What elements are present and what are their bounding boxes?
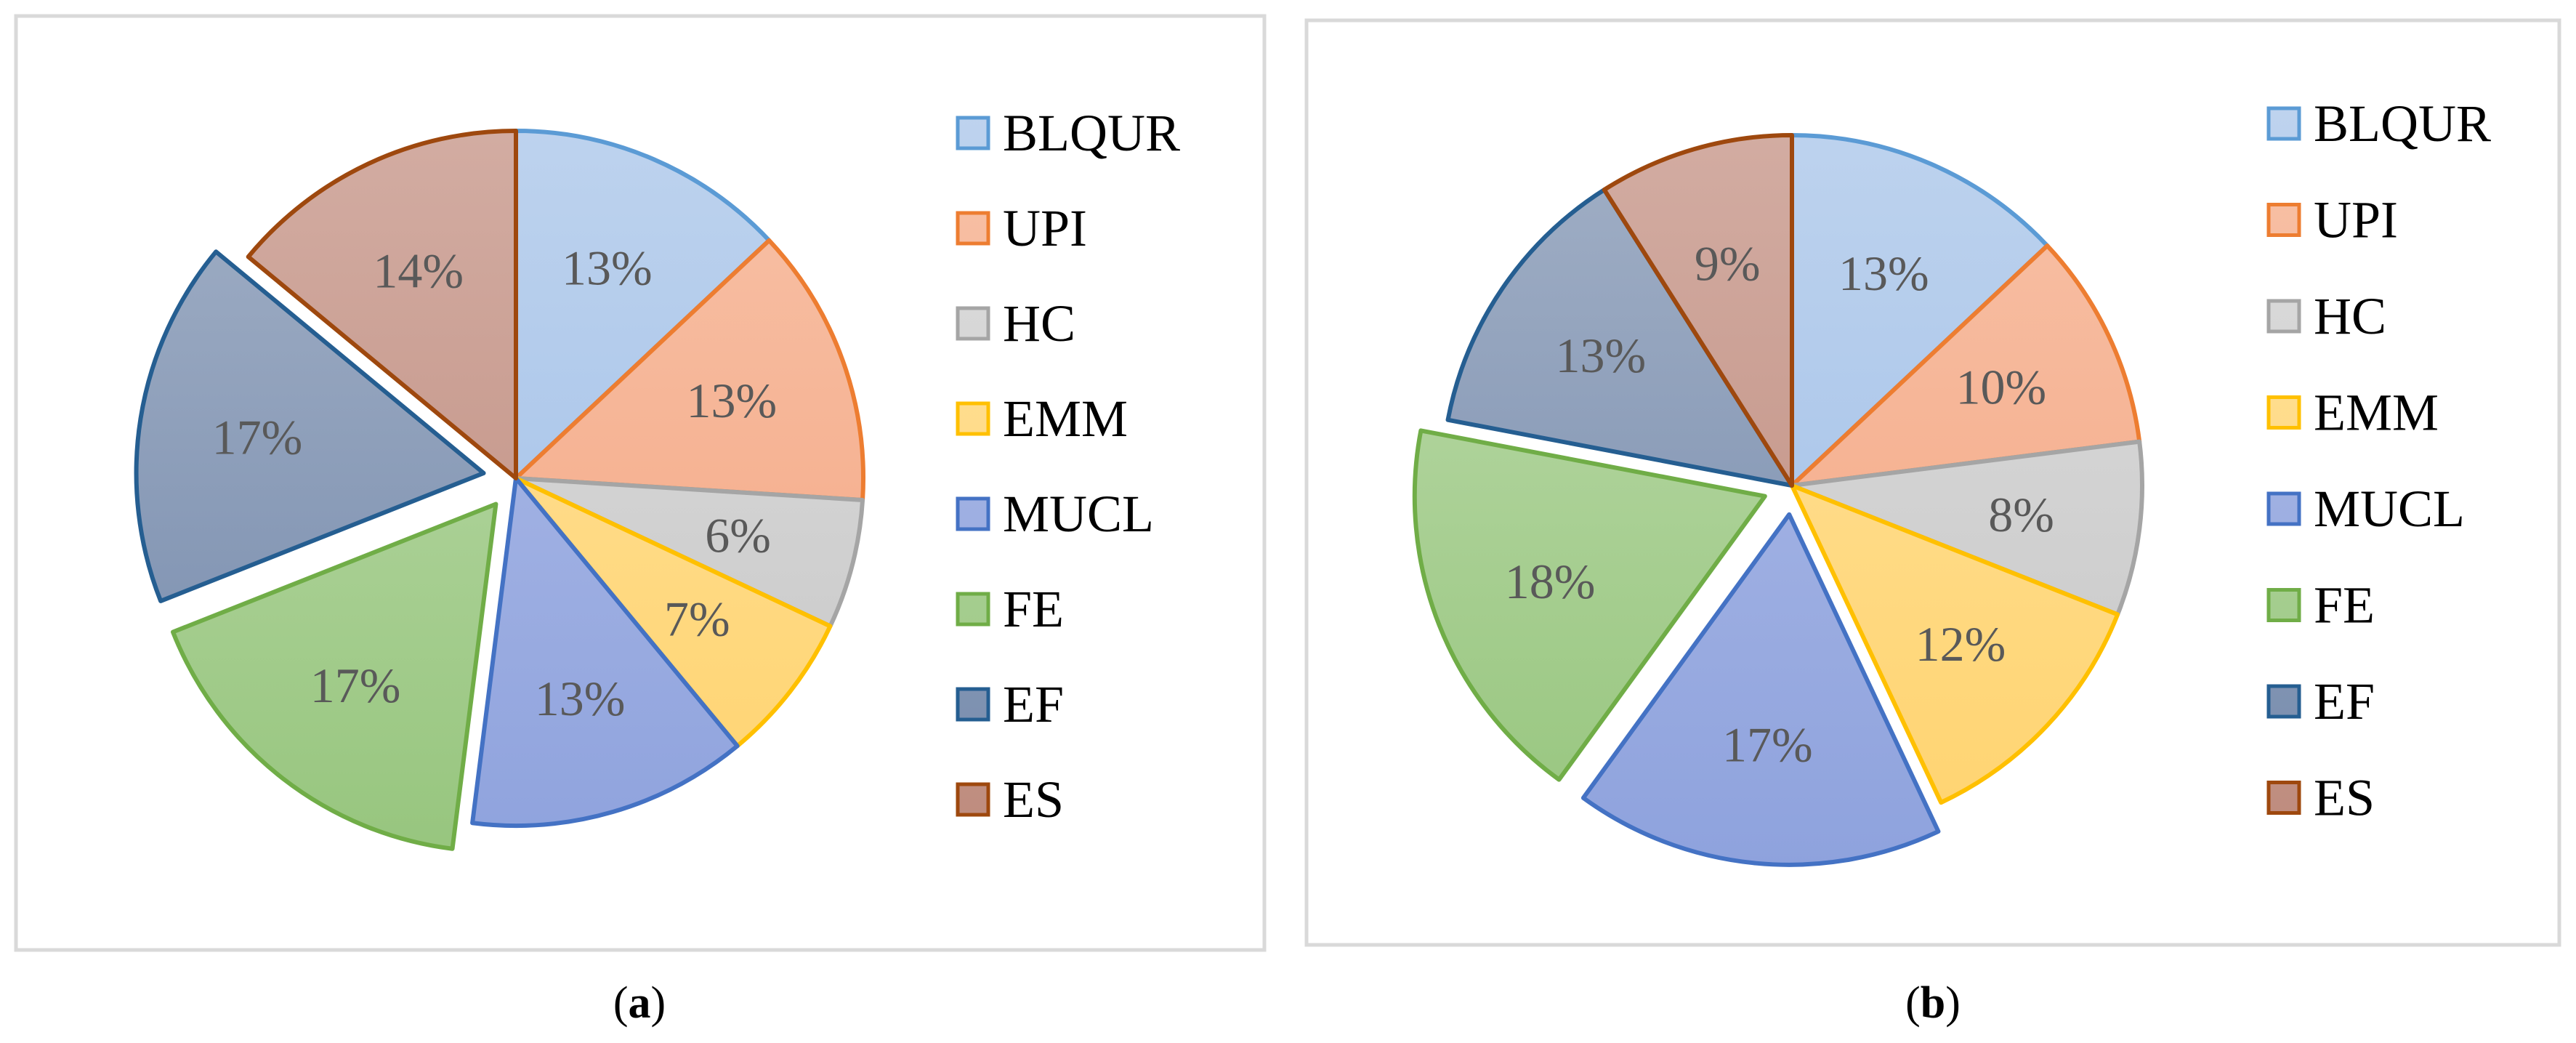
legend-swatch-a-upi: [956, 211, 990, 246]
data-label-a-es: 14%: [373, 243, 464, 299]
data-label-b-ef: 13%: [1556, 328, 1647, 383]
legend-swatch-b-es: [2266, 781, 2301, 815]
caption-a: (a): [613, 978, 666, 1028]
legend-label-b-es: ES: [2314, 769, 2375, 827]
pie-chart-b: 13% 10% 8% 12% 17% 18% 13% 9%: [1412, 133, 2144, 867]
data-label-b-hc: 8%: [1988, 487, 2054, 542]
data-label-a-fe: 17%: [310, 658, 401, 713]
data-label-b-es: 9%: [1695, 236, 1761, 291]
data-label-a-hc: 6%: [705, 507, 771, 563]
pie-slice-a-mucl: [470, 476, 740, 828]
legend-swatch-b-upi: [2266, 203, 2301, 237]
legend-swatch-a-hc: [956, 306, 990, 341]
chart-panel-b: 13% 10% 8% 12% 17% 18% 13% 9% BLQUR UPI HC EMM MUCL…: [1304, 18, 2561, 947]
pie-slice-b-blqur: [1790, 133, 2050, 488]
legend-label-b-emm: EMM: [2314, 384, 2439, 442]
legend-swatch-a-fe: [956, 592, 990, 627]
pie-slice-b-hc: [1790, 439, 2144, 617]
pie-slice-a-fe: [170, 502, 498, 851]
data-label-a-ef: 17%: [212, 410, 303, 465]
legend-label-a-upi: UPI: [1003, 199, 1087, 257]
data-label-b-mucl: 17%: [1722, 717, 1813, 773]
legend-swatch-b-ef: [2266, 684, 2301, 719]
legend-swatch-b-blqur: [2266, 106, 2301, 141]
legend-swatch-b-mucl: [2266, 491, 2301, 526]
data-label-a-blqur: 13%: [562, 240, 653, 295]
data-label-a-mucl: 13%: [535, 671, 626, 726]
pie-slice-b-fe: [1412, 428, 1767, 782]
caption-b: (b): [1905, 978, 1961, 1028]
legend-label-a-blqur: BLQUR: [1003, 104, 1180, 162]
legend-swatch-a-ef: [956, 687, 990, 722]
legend-b: BLQUR UPI HC EMM MUCL FE EF ES: [2266, 94, 2491, 827]
pie-chart-a: 13% 13% 6% 7% 13% 17% 17% 14%: [134, 129, 865, 851]
pie-slice-b-mucl: [1580, 512, 1941, 867]
legend-label-a-hc: HC: [1003, 294, 1075, 353]
legend-swatch-a-mucl: [956, 496, 990, 531]
legend-label-b-ef: EF: [2314, 672, 2375, 730]
legend-label-a-es: ES: [1003, 770, 1064, 829]
pie-slice-a-blqur: [514, 129, 772, 480]
pie-slice-a-emm: [514, 476, 833, 749]
legend-label-a-fe: FE: [1003, 580, 1064, 638]
legend-label-b-blqur: BLQUR: [2314, 94, 2491, 153]
legend-label-a-ef: EF: [1003, 675, 1064, 733]
pie-slice-b-es: [1602, 133, 1794, 488]
data-label-a-emm: 7%: [664, 591, 730, 646]
legend-label-a-emm: EMM: [1003, 390, 1128, 448]
data-label-b-fe: 18%: [1505, 554, 1596, 609]
legend-label-b-hc: HC: [2314, 287, 2386, 345]
legend-label-a-mucl: MUCL: [1003, 485, 1154, 543]
legend-swatch-b-emm: [2266, 395, 2301, 430]
legend-swatch-a-emm: [956, 401, 990, 436]
legend-label-b-upi: UPI: [2314, 191, 2398, 249]
legend-a: BLQUR UPI HC EMM MUCL FE EF ES: [956, 104, 1180, 829]
pie-slice-b-upi: [1790, 243, 2142, 488]
data-label-b-upi: 10%: [1956, 360, 2047, 415]
pie-slice-b-emm: [1790, 483, 2120, 805]
pie-slice-a-ef: [134, 249, 486, 603]
legend-swatch-b-hc: [2266, 299, 2301, 334]
legend-label-b-fe: FE: [2314, 576, 2375, 635]
data-label-b-blqur: 13%: [1838, 246, 1929, 301]
legend-label-b-mucl: MUCL: [2314, 480, 2465, 538]
pie-slice-a-es: [246, 129, 518, 480]
pie-slice-a-upi: [514, 238, 865, 503]
legend-swatch-a-es: [956, 782, 990, 817]
data-label-b-emm: 12%: [1915, 616, 2006, 672]
data-label-a-upi: 13%: [687, 373, 778, 428]
pie-slice-b-ef: [1445, 188, 1794, 488]
legend-swatch-b-fe: [2266, 588, 2301, 622]
chart-panel-a: 13% 13% 6% 7% 13% 17% 17% 14% BLQUR UPI HC EMM MUCL…: [14, 14, 1267, 952]
pie-slice-a-hc: [514, 476, 865, 629]
legend-swatch-a-blqur: [956, 116, 990, 150]
